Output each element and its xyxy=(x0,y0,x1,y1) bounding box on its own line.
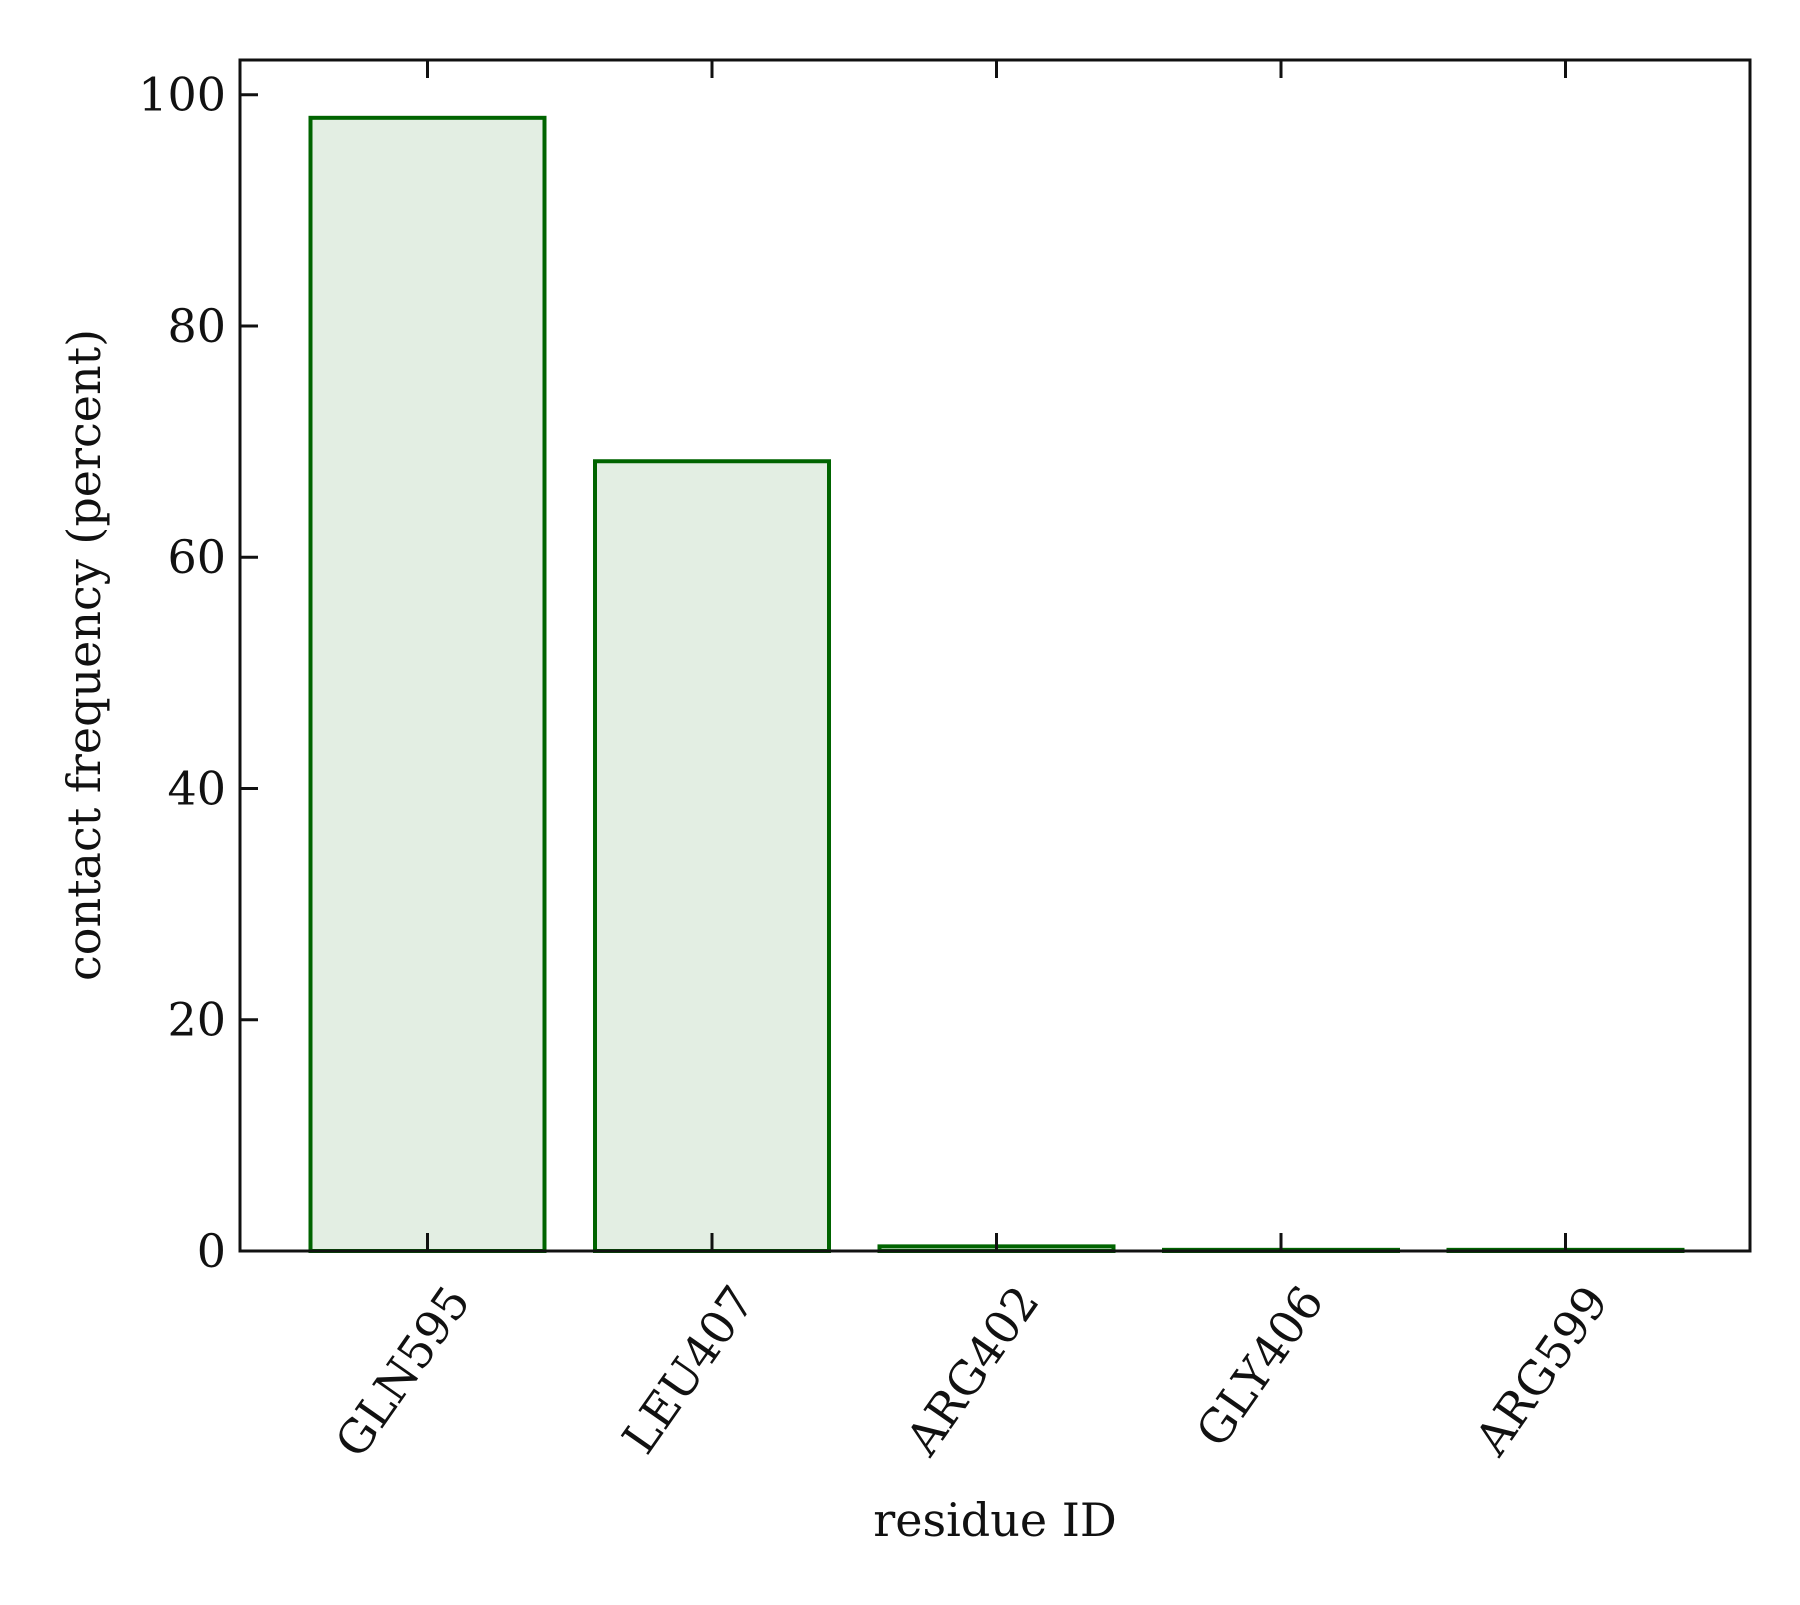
y-tick-label: 40 xyxy=(167,761,226,815)
y-tick-label: 100 xyxy=(138,68,226,122)
x-tick-label: LEU407 xyxy=(612,1276,766,1463)
bar-gln595 xyxy=(308,115,547,1253)
y-tick-label: 0 xyxy=(197,1224,226,1278)
x-tick-label: ARG599 xyxy=(1464,1276,1619,1465)
y-tick-label: 60 xyxy=(167,530,226,584)
x-axis-label: residue ID xyxy=(873,1493,1117,1547)
y-axis-label: contact frequency (percent) xyxy=(57,329,111,981)
ticks-layer xyxy=(240,60,1567,1253)
x-tick-label: GLN595 xyxy=(324,1276,480,1467)
x-tick-label: GLY406 xyxy=(1185,1276,1334,1456)
y-tick-label: 20 xyxy=(167,993,226,1047)
bar-leu407 xyxy=(593,459,831,1253)
x-tick-label: ARG402 xyxy=(895,1276,1050,1465)
bars-layer xyxy=(308,115,1685,1254)
y-tick-label: 80 xyxy=(167,299,226,353)
